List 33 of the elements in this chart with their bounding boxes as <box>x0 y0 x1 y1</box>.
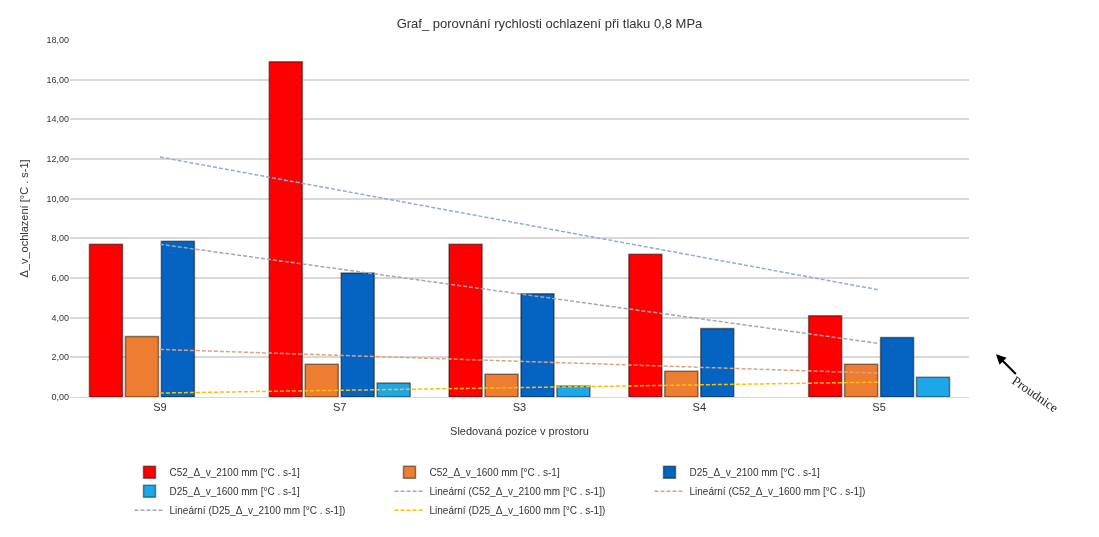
x-tick-label: S7 <box>332 401 347 414</box>
legend-label: C52_Δ_v_1600 mm [°C . s-1] <box>429 467 560 479</box>
bar <box>879 336 915 397</box>
legend-label: Lineární (D25_Δ_v_2100 mm [°C . s-1]) <box>169 505 346 517</box>
legend-label: Lineární (C52_Δ_v_1600 mm [°C . s-1]) <box>689 486 866 498</box>
x-axis-title: Sledovaná pozice v prostoru <box>450 425 589 438</box>
legend-label: Lineární (D25_Δ_v_1600 mm [°C . s-1]) <box>429 505 606 517</box>
y-tick-label: 4,00 <box>51 312 69 323</box>
x-tick-label: S4 <box>692 401 707 414</box>
bar <box>124 335 160 397</box>
bar <box>915 376 951 397</box>
y-tick-label: 10,00 <box>46 193 69 204</box>
legend-label: C52_Δ_v_2100 mm [°C . s-1] <box>169 467 300 479</box>
x-tick-label: S5 <box>872 401 886 414</box>
y-tick-label: 18,00 <box>46 35 69 46</box>
y-tick-label: 14,00 <box>46 114 69 125</box>
y-tick-label: 8,00 <box>51 233 69 244</box>
legend-label: D25_Δ_v_1600 mm [°C . s-1] <box>169 486 300 498</box>
x-tick-label: S3 <box>512 401 527 414</box>
bar <box>88 243 124 397</box>
legend-label: D25_Δ_v_2100 mm [°C . s-1] <box>689 467 820 479</box>
chart-title: Graf_ porovnání rychlosti ochlazení při tlaku 0,8 MPa <box>396 15 704 31</box>
y-tick-label: 16,00 <box>46 74 69 85</box>
legend-label: Lineární (C52_Δ_v_2100 mm [°C . s-1]) <box>429 486 606 498</box>
bar <box>807 314 843 397</box>
y-tick-label: 12,00 <box>46 154 69 165</box>
y-tick-label: 2,00 <box>51 352 69 363</box>
x-tick-label: S9 <box>153 401 167 414</box>
y-tick-label: 0,00 <box>51 392 69 403</box>
y-tick-label: 6,00 <box>51 273 69 284</box>
bar <box>843 363 879 397</box>
y-axis-title: Δ_v_ochlazení [°C . s-1] <box>18 159 31 278</box>
bar <box>160 240 196 397</box>
